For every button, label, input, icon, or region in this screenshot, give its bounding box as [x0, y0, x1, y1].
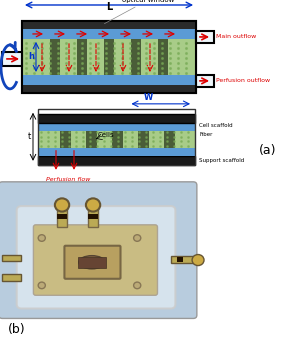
Text: Cell scaffold: Cell scaffold: [199, 123, 233, 128]
FancyBboxPatch shape: [33, 225, 157, 295]
Bar: [57, 207, 67, 227]
Bar: [38, 109, 195, 165]
Bar: [38, 114, 195, 123]
Bar: [22, 21, 196, 29]
Circle shape: [38, 282, 45, 289]
Bar: [164, 131, 175, 148]
Text: Perfusion outflow: Perfusion outflow: [216, 78, 270, 84]
Bar: [22, 39, 196, 75]
Bar: [22, 75, 196, 85]
Bar: [104, 39, 114, 75]
Bar: [196, 75, 214, 87]
Circle shape: [38, 235, 45, 241]
Circle shape: [134, 282, 141, 289]
Text: Main outflow: Main outflow: [216, 34, 256, 40]
Bar: [171, 256, 197, 263]
Bar: [158, 39, 168, 75]
FancyBboxPatch shape: [64, 246, 120, 279]
Bar: [177, 257, 182, 262]
Bar: [86, 131, 97, 148]
FancyBboxPatch shape: [17, 206, 175, 309]
Text: W: W: [144, 93, 153, 102]
Circle shape: [86, 198, 100, 211]
Text: Cells: Cells: [98, 132, 114, 138]
Bar: [38, 156, 195, 165]
Bar: [88, 214, 98, 219]
Text: h: h: [28, 53, 34, 61]
Bar: [131, 39, 141, 75]
Text: Perfusion flow: Perfusion flow: [46, 177, 90, 182]
Bar: [22, 21, 196, 93]
Bar: [38, 131, 195, 148]
Bar: [50, 39, 60, 75]
FancyBboxPatch shape: [0, 182, 197, 318]
Bar: [22, 29, 196, 39]
Bar: [2, 254, 22, 261]
Bar: [112, 131, 123, 148]
Bar: [138, 131, 149, 148]
Circle shape: [55, 198, 69, 211]
Ellipse shape: [79, 256, 105, 269]
Text: (a): (a): [259, 144, 277, 157]
Circle shape: [192, 254, 204, 266]
Bar: [196, 31, 214, 43]
Bar: [38, 123, 195, 131]
Text: (b): (b): [8, 323, 26, 336]
Bar: [60, 131, 71, 148]
Bar: [2, 275, 22, 281]
Text: L: L: [106, 2, 112, 12]
Text: optical window: optical window: [104, 0, 174, 24]
Circle shape: [134, 235, 141, 241]
Text: t: t: [28, 132, 31, 141]
Text: Fiber: Fiber: [199, 132, 212, 137]
Bar: [38, 148, 195, 156]
Bar: [22, 21, 196, 93]
Bar: [2, 52, 22, 66]
Text: Support scaffold: Support scaffold: [199, 158, 244, 163]
Bar: [88, 207, 98, 227]
Bar: [22, 85, 196, 93]
Bar: [77, 39, 87, 75]
Bar: [77, 257, 106, 268]
Bar: [57, 214, 67, 219]
